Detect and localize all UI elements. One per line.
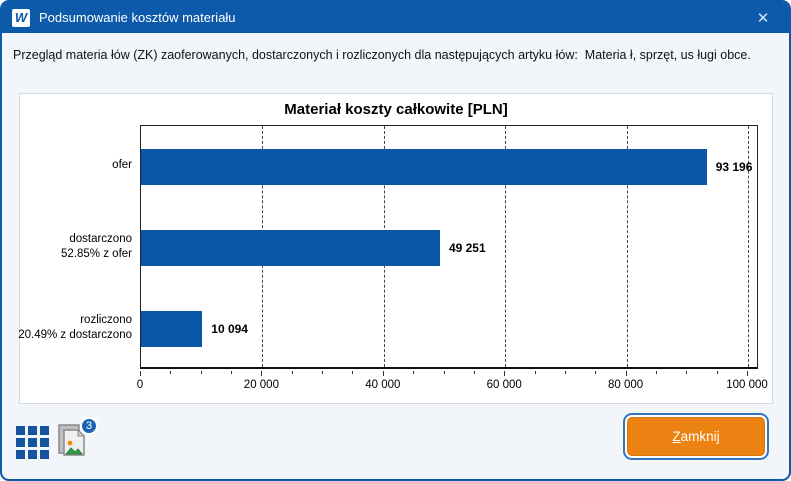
gridline xyxy=(626,126,628,367)
minor-tick xyxy=(595,371,597,374)
minor-tick xyxy=(231,371,233,374)
minor-tick xyxy=(534,371,536,374)
bar-value-label: 49 251 xyxy=(448,241,486,255)
chart-image-export-icon[interactable]: 3 xyxy=(56,417,98,463)
x-tick-label: 0 xyxy=(136,379,144,391)
minor-tick xyxy=(564,371,566,374)
window-title: Podsumowanie kosztów materiału xyxy=(39,10,236,25)
close-button[interactable]: Zamknij xyxy=(623,413,769,460)
chart-title: Materiał koszty całkowite [PLN] xyxy=(284,101,508,118)
close-button-label: Zamknij xyxy=(672,429,720,444)
bar xyxy=(141,311,203,348)
major-tick xyxy=(261,371,263,376)
minor-tick xyxy=(473,371,475,374)
close-icon[interactable]: ✕ xyxy=(756,10,770,27)
major-tick xyxy=(382,371,384,376)
minor-tick xyxy=(200,371,202,374)
category-label: rozliczono 20.49% z dostarczono xyxy=(18,314,132,342)
description-text: Przegląd materia łów (ZK) zaoferowanych,… xyxy=(13,48,751,62)
badge-count: 3 xyxy=(80,417,98,435)
app-logo-icon: W xyxy=(12,8,30,27)
grid-icon[interactable] xyxy=(16,426,49,459)
x-tick-label: 40 000 xyxy=(365,379,401,391)
gridline xyxy=(748,126,749,367)
minor-tick xyxy=(322,371,324,374)
bar xyxy=(141,230,440,266)
x-tick-label: 20 000 xyxy=(243,379,279,391)
category-label: ofer xyxy=(112,159,132,172)
minor-tick xyxy=(686,371,688,374)
minor-tick xyxy=(170,371,172,374)
minor-tick xyxy=(413,371,415,374)
minor-tick xyxy=(655,371,657,374)
category-label: dostarczono 52.85% z ofer xyxy=(61,233,132,260)
minor-tick xyxy=(716,371,718,374)
major-tick xyxy=(504,371,506,376)
title-bar: W Podsumowanie kosztów materiału ✕ xyxy=(2,2,789,33)
x-tick-label: 80 000 xyxy=(608,379,644,391)
image-file-icon xyxy=(58,424,86,456)
chart-panel: Materiał koszty całkowite [PLN] 93 196 49… xyxy=(18,93,773,404)
minor-tick xyxy=(352,371,354,374)
major-tick xyxy=(747,371,748,376)
minor-tick xyxy=(443,371,445,374)
plot-area: 93 196 49 251 10 094 xyxy=(140,125,758,369)
x-tick-label: 100 000 xyxy=(726,379,768,391)
major-tick xyxy=(140,371,141,376)
bar xyxy=(141,148,707,185)
major-tick xyxy=(625,371,627,376)
gridline xyxy=(505,126,507,367)
minor-tick xyxy=(291,371,293,374)
bar-value-label: 10 094 xyxy=(211,322,248,337)
bar-value-label: 93 196 xyxy=(715,159,753,174)
x-tick-label: 60 000 xyxy=(486,379,522,391)
